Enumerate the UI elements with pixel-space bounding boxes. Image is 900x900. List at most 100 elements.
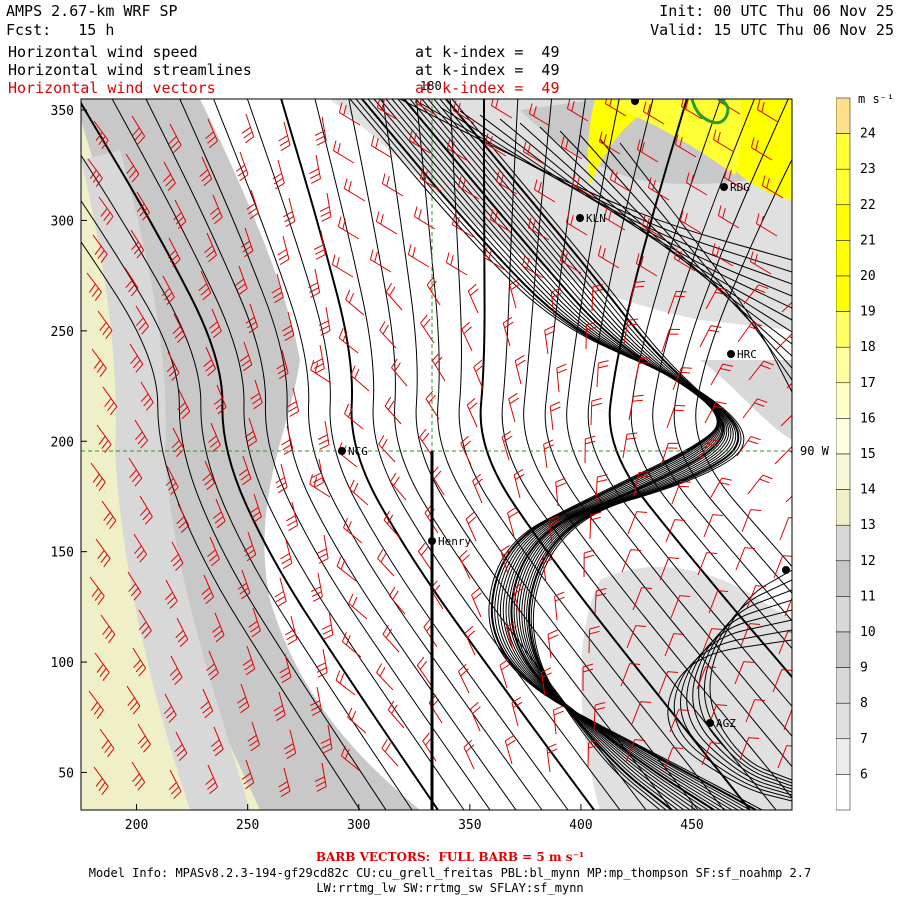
streamline	[145, 99, 491, 810]
parallel-label: 90 W	[800, 444, 830, 458]
wind-barb	[680, 99, 703, 120]
y-tick-label: 50	[58, 766, 74, 781]
wind-barb	[671, 481, 691, 505]
wind-barb	[86, 272, 102, 301]
station-marker	[720, 183, 728, 191]
wind-barb	[308, 268, 321, 298]
streamline	[111, 99, 465, 810]
wind-barb	[495, 171, 518, 195]
wind-barb	[378, 435, 396, 463]
wind-barb	[126, 685, 141, 715]
wind-barb	[102, 386, 118, 416]
wind-barb	[166, 351, 180, 381]
wind-barb	[241, 759, 255, 790]
streamline	[539, 126, 792, 345]
wind-barb	[278, 121, 291, 152]
wind-barb	[98, 196, 114, 226]
wind-barb	[408, 130, 431, 154]
streamline	[667, 639, 792, 802]
wind-barb	[167, 237, 181, 267]
x-tick-label: 200	[125, 818, 148, 833]
wind-barb	[661, 328, 681, 353]
wind-barb	[461, 321, 473, 352]
wind-barb	[514, 354, 526, 385]
wind-barb	[465, 511, 477, 542]
colorbar-label: 6	[860, 767, 868, 782]
colorbar-cell-6	[836, 738, 851, 775]
wind-barb	[170, 541, 184, 571]
map-layers: KLN RDG HRC NCG Henry AGZ	[81, 99, 792, 810]
wind-barb	[784, 596, 792, 617]
colorbar-label: 8	[860, 696, 868, 711]
wind-barb	[740, 623, 761, 647]
streamline	[652, 99, 792, 622]
colorbar-cell-14	[836, 453, 851, 490]
stations: KLN RDG HRC NCG Henry AGZ	[338, 99, 790, 730]
colorbar-cell-13	[836, 489, 851, 526]
wind-barb	[205, 764, 218, 795]
station-label: NCG	[348, 445, 368, 458]
wind-barb	[206, 650, 219, 681]
wind-barb	[466, 397, 478, 428]
wind-barb	[208, 308, 222, 339]
wind-barb	[343, 178, 366, 202]
wind-barb	[240, 227, 254, 258]
wind-barb	[280, 539, 293, 570]
wind-barb	[209, 194, 223, 225]
wind-barb	[786, 382, 792, 389]
streamline	[566, 99, 792, 737]
streamline	[361, 99, 740, 810]
streamline	[439, 99, 751, 810]
wind-barb	[685, 172, 708, 196]
wind-barb	[316, 534, 329, 564]
wind-barb	[204, 232, 217, 263]
wind-barb	[587, 739, 599, 768]
colorbar-label: 19	[860, 305, 876, 320]
x-tick-label: 450	[680, 818, 703, 833]
wind-barb	[635, 253, 658, 277]
wind-barb	[100, 614, 116, 644]
wind-barb	[660, 442, 679, 467]
streamline	[391, 99, 728, 810]
wind-barb	[426, 276, 441, 306]
wind-barb	[565, 212, 588, 236]
colorbar-label: 15	[860, 447, 876, 462]
meridian-label: 180	[420, 79, 442, 93]
streamline	[523, 99, 792, 799]
wind-barb	[703, 514, 724, 538]
wind-barb	[310, 359, 332, 384]
colorbar-label: 14	[860, 483, 876, 498]
wind-barb	[93, 120, 109, 150]
wind-barb	[140, 381, 154, 411]
wind-barb	[459, 549, 471, 580]
wind-barb	[338, 328, 359, 354]
wind-barb	[417, 542, 433, 572]
colorbar-label: 11	[860, 589, 876, 604]
wind-barb	[168, 123, 182, 153]
wind-barb	[135, 305, 149, 335]
colorbar-label: 23	[860, 162, 876, 177]
streamline	[367, 99, 737, 810]
wind-barb	[571, 174, 594, 198]
wind-barb	[549, 401, 561, 431]
coastline-path	[690, 99, 730, 125]
wind-barb	[90, 462, 106, 491]
wind-barb	[369, 249, 392, 273]
wind-barb	[317, 420, 330, 450]
wind-barb	[464, 625, 476, 656]
coastline	[690, 99, 730, 125]
wind-barb	[622, 432, 638, 459]
station-marker	[576, 214, 584, 222]
wind-barb	[634, 357, 651, 383]
y-tick-label: 150	[51, 546, 74, 561]
wind-barb	[663, 747, 684, 771]
y-tick-label: 250	[51, 325, 74, 340]
wind-barb	[742, 398, 768, 419]
wind-barb	[696, 666, 717, 690]
y-tick-label: 200	[51, 435, 74, 450]
wind-barb	[377, 549, 395, 577]
wind-barb	[736, 436, 761, 457]
streamline	[81, 154, 413, 810]
wind-barb	[708, 590, 729, 614]
wind-barb	[590, 397, 603, 426]
